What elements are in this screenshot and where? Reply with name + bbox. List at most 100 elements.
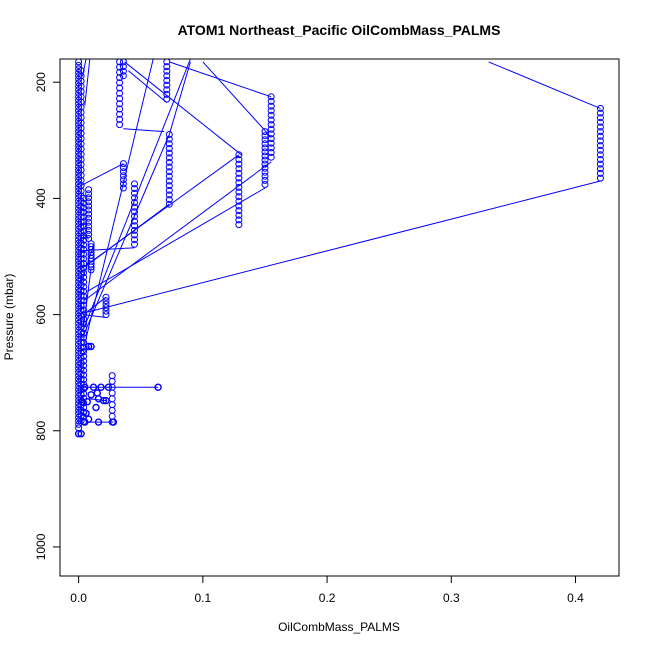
series-line [84, 161, 272, 301]
data-point [267, 125, 275, 133]
data-point [119, 172, 127, 180]
data-point [235, 165, 243, 173]
data-point [77, 67, 85, 75]
data-point [131, 208, 138, 216]
data-point [80, 371, 88, 379]
data-point [102, 307, 110, 315]
data-point [77, 77, 85, 85]
data-point [131, 240, 138, 248]
data-point [80, 213, 88, 221]
data-point [267, 149, 275, 156]
data-point [235, 216, 243, 224]
series-line [87, 187, 266, 292]
data-point [267, 139, 275, 147]
data-point [235, 207, 243, 215]
data-point [108, 395, 116, 403]
data-point [80, 357, 88, 365]
data-point [261, 168, 269, 176]
data-point [80, 194, 88, 202]
data-point [80, 278, 88, 286]
data-point [235, 179, 243, 187]
data-point [80, 273, 88, 281]
data-point [116, 74, 124, 82]
data-point [131, 212, 138, 220]
data-point [116, 63, 124, 71]
y-tick-label: 1000 [34, 533, 48, 560]
series-line [82, 180, 601, 314]
data-point [261, 172, 269, 180]
data-point [85, 214, 93, 222]
data-point [267, 135, 275, 143]
data-point [80, 255, 88, 263]
data-point [235, 202, 243, 210]
data-point [165, 196, 173, 204]
data-point [131, 194, 138, 202]
data-point [116, 115, 124, 123]
data-point [77, 82, 85, 90]
data-point [108, 401, 116, 409]
data-point [261, 181, 269, 188]
data-point [102, 293, 110, 301]
data-point [80, 352, 88, 360]
series-line [80, 163, 124, 187]
data-point [80, 315, 88, 323]
data-point [84, 342, 93, 351]
data-point [80, 329, 88, 337]
data-point [108, 377, 116, 385]
data-point [596, 156, 604, 163]
data-point [131, 231, 138, 239]
data-point [596, 114, 604, 122]
data-point [131, 217, 138, 225]
data-point [165, 149, 173, 157]
data-point [80, 269, 88, 277]
data-point [85, 206, 93, 214]
data-point [80, 362, 88, 370]
data-point [163, 67, 171, 75]
data-point [80, 297, 88, 305]
data-point [596, 142, 604, 150]
data-point [80, 339, 88, 346]
series-line [123, 128, 165, 133]
data-point [80, 264, 88, 272]
data-point [267, 111, 275, 119]
data-point [108, 372, 116, 380]
data-point [596, 128, 604, 136]
data-point [93, 389, 102, 397]
data-point [116, 95, 124, 102]
data-point [80, 292, 88, 300]
data-point [119, 180, 127, 188]
data-point [85, 202, 93, 210]
data-point [119, 184, 127, 192]
data-point [80, 250, 88, 258]
data-point [80, 241, 88, 249]
data-point [77, 430, 85, 438]
data-point [80, 376, 88, 384]
series-line [83, 314, 107, 318]
data-point [235, 221, 243, 229]
y-tick-label: 200 [34, 72, 48, 92]
y-axis-label: Pressure (mbar) [2, 274, 16, 361]
data-point [163, 59, 171, 66]
data-point [108, 389, 116, 397]
data-point [163, 95, 171, 103]
x-tick-label: 0.4 [567, 591, 584, 605]
data-point [235, 174, 243, 182]
data-point [267, 102, 275, 110]
data-point [80, 301, 88, 309]
data-point [596, 151, 604, 159]
data-point [85, 210, 93, 218]
data-point [119, 59, 127, 66]
data-point [99, 396, 108, 405]
data-point [163, 63, 171, 71]
data-point [119, 176, 127, 184]
data-point [89, 383, 98, 391]
data-point [131, 236, 138, 244]
data-point [74, 430, 83, 438]
series-line [202, 61, 272, 138]
data-point [163, 77, 171, 84]
data-point [165, 145, 173, 152]
data-point [102, 311, 110, 319]
data-point [596, 174, 604, 182]
y-tick-label: 600 [34, 304, 48, 324]
data-point [87, 342, 95, 351]
